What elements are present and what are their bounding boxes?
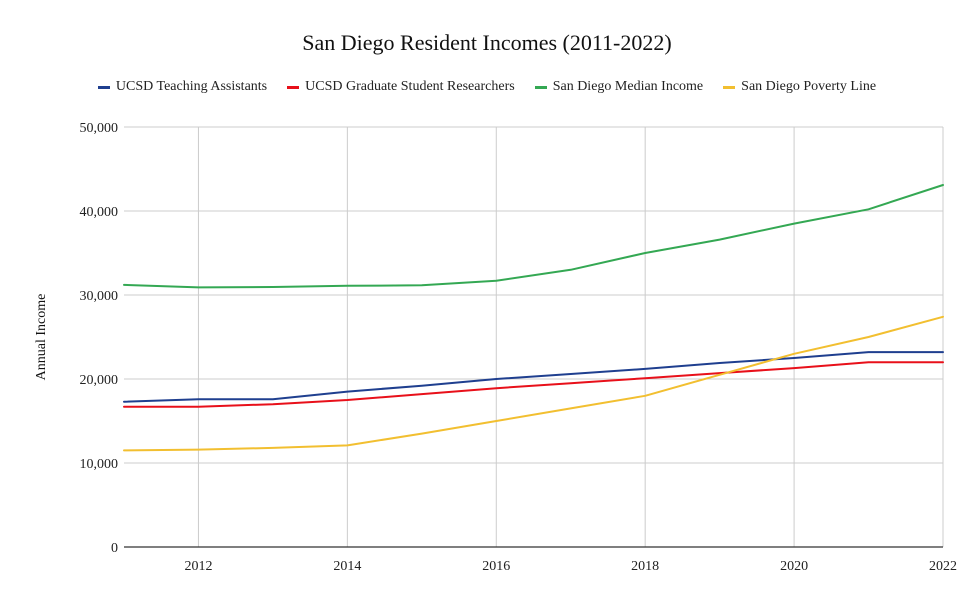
legend-swatch-teaching-assistants — [97, 85, 110, 89]
x-tick-label: 2016 — [482, 559, 510, 574]
y-tick-label: 10,000 — [80, 457, 119, 472]
legend-item-poverty-line: San Diego Poverty Line — [723, 79, 876, 95]
legend-label-poverty-line: San Diego Poverty Line — [741, 79, 877, 94]
y-tick-label: 50,000 — [80, 121, 119, 136]
y-tick-label: 30,000 — [80, 289, 119, 304]
legend-swatch-poverty-line — [723, 85, 736, 89]
legend: UCSD Teaching Assistants UCSD Graduate S… — [0, 79, 974, 95]
x-tick-label: 2022 — [929, 559, 957, 574]
legend-label-graduate-researchers: UCSD Graduate Student Researchers — [305, 79, 515, 94]
legend-swatch-graduate-researchers — [287, 85, 300, 89]
y-tick-label: 0 — [111, 541, 118, 556]
legend-item-graduate-researchers: UCSD Graduate Student Researchers — [287, 79, 515, 95]
legend-item-teaching-assistants: UCSD Teaching Assistants — [97, 79, 268, 95]
series-line-san-diego-poverty-line — [123, 315, 944, 452]
x-tick-label: 2018 — [631, 559, 659, 574]
chart-title: San Diego Resident Incomes (2011-2022) — [302, 30, 672, 55]
x-tick-label: 2012 — [184, 559, 212, 574]
x-tick-label: 2014 — [333, 559, 361, 574]
series-line-ucsd-graduate-student-researchers — [123, 361, 944, 408]
y-tick-label: 40,000 — [80, 205, 119, 220]
x-tick-label: 2020 — [780, 559, 808, 574]
y-tick-label: 20,000 — [80, 373, 119, 388]
series-line-san-diego-median-income — [123, 184, 944, 289]
legend-label-median-income: San Diego Median Income — [552, 79, 704, 94]
legend-item-median-income: San Diego Median Income — [534, 79, 704, 95]
legend-label-teaching-assistants: UCSD Teaching Assistants — [115, 79, 268, 94]
legend-swatch-median-income — [534, 85, 547, 89]
series-line-ucsd-teaching-assistants — [123, 351, 944, 403]
y-axis-title: Annual Income — [34, 294, 49, 381]
